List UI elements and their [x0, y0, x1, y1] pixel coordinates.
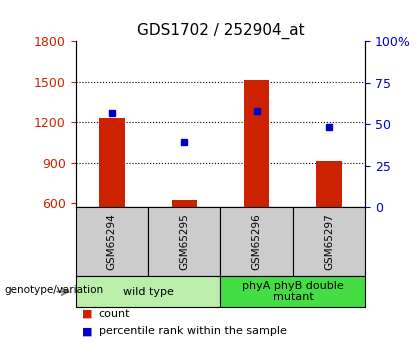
Text: GSM65294: GSM65294	[107, 213, 117, 270]
Text: count: count	[99, 309, 130, 319]
Text: GSM65297: GSM65297	[324, 213, 334, 270]
Text: wild type: wild type	[123, 287, 173, 296]
Title: GDS1702 / 252904_at: GDS1702 / 252904_at	[136, 22, 304, 39]
Bar	[317, 161, 342, 207]
Text: percentile rank within the sample: percentile rank within the sample	[99, 326, 286, 336]
Bar	[172, 200, 197, 207]
Bar	[244, 80, 269, 207]
Text: phyA phyB double
mutant: phyA phyB double mutant	[242, 281, 344, 302]
Text: ■: ■	[82, 309, 92, 319]
Text: genotype/variation: genotype/variation	[4, 285, 103, 295]
Bar	[99, 118, 124, 207]
Text: GSM65295: GSM65295	[179, 213, 189, 270]
Text: ■: ■	[82, 326, 92, 336]
Text: GSM65296: GSM65296	[252, 213, 262, 270]
